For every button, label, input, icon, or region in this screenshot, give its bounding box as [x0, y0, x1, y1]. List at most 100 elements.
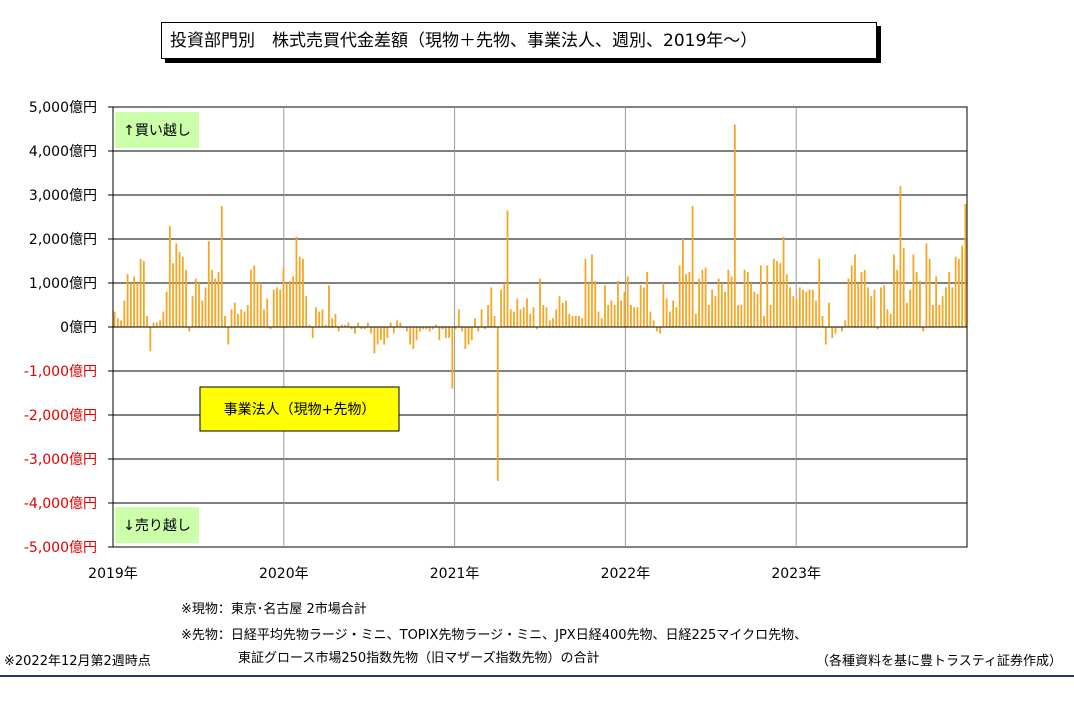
bar [389, 322, 392, 327]
bar [250, 269, 252, 327]
bar [269, 327, 272, 330]
bar [694, 313, 697, 327]
bar [493, 316, 496, 327]
bar [740, 305, 743, 327]
bar [948, 272, 951, 327]
bar [503, 283, 506, 327]
bar [688, 272, 691, 327]
bar [142, 261, 145, 327]
bar [698, 278, 701, 327]
bar [227, 327, 230, 345]
axis-layer: 5,000億円 4,000億円 3,000億円 2,000億円 1,000億円 0億円 -1… [24, 100, 967, 582]
bar [928, 258, 931, 327]
bar [841, 327, 843, 332]
bar [428, 327, 431, 332]
bar [506, 210, 509, 327]
bar [509, 309, 512, 327]
bar [831, 327, 834, 338]
bar [496, 327, 499, 481]
bar [123, 300, 126, 327]
x-tick-label: 2023年 [771, 566, 821, 582]
bar [646, 272, 649, 327]
bar [341, 324, 343, 327]
bar [230, 309, 233, 327]
bar [282, 267, 285, 327]
bar [217, 272, 220, 327]
bar [668, 311, 671, 327]
bar [136, 283, 139, 327]
bar [201, 300, 204, 327]
bar [925, 243, 928, 327]
bar [909, 289, 912, 327]
bar [883, 285, 886, 327]
bar [425, 327, 428, 330]
bar [516, 298, 519, 327]
bar [370, 327, 373, 334]
bar [519, 309, 522, 327]
x-tick-label: 2019年 [88, 566, 138, 582]
bar [441, 327, 444, 330]
bar [305, 296, 308, 327]
bar [367, 322, 369, 327]
bar [363, 327, 366, 330]
bar [302, 258, 304, 327]
bar [522, 307, 525, 327]
bar [253, 265, 256, 327]
bar [633, 307, 636, 327]
bar [152, 322, 155, 327]
bar [681, 239, 684, 327]
bar [181, 256, 184, 327]
bar [873, 289, 876, 327]
bar [233, 302, 236, 327]
bar [578, 316, 580, 327]
bar [467, 327, 470, 345]
bar [256, 283, 259, 327]
bar [490, 287, 493, 327]
bar [324, 324, 327, 327]
note-futures-2: 東証グロース市場250指数先物（旧マザーズ指数先物）の合計 [238, 651, 600, 666]
bar [120, 320, 123, 327]
bar [539, 278, 541, 327]
bar [756, 294, 759, 327]
bar [561, 302, 564, 327]
bar [477, 327, 480, 332]
bar [594, 280, 597, 327]
y-tick-label: 0億円 [60, 320, 97, 336]
bar [435, 324, 437, 327]
bar [357, 322, 360, 327]
bar [438, 327, 441, 341]
buy-label-box [115, 112, 199, 148]
bar [860, 272, 863, 327]
bar [834, 327, 837, 334]
series-label-box [199, 386, 400, 432]
bar [259, 283, 262, 327]
bar [906, 302, 908, 327]
bar [542, 305, 545, 327]
bar [672, 300, 675, 327]
bar [418, 327, 421, 332]
bar [912, 254, 915, 327]
bar [383, 327, 386, 345]
bar [733, 124, 736, 327]
bar [808, 289, 811, 327]
bar [922, 327, 925, 332]
bar [155, 322, 158, 327]
bar [279, 289, 282, 327]
bar [298, 256, 301, 327]
bar [457, 309, 460, 327]
buy-label-text: ↑買い越し [123, 123, 191, 139]
bar [454, 327, 457, 330]
bar [886, 309, 889, 327]
bar [932, 305, 934, 327]
bar [899, 186, 902, 327]
bar [844, 320, 847, 327]
bar [334, 313, 337, 327]
bar [620, 300, 623, 327]
bar [919, 280, 921, 327]
bar [350, 327, 353, 330]
y-tick-label: 4,000億円 [29, 144, 97, 160]
bar [961, 245, 964, 327]
bar [568, 313, 571, 327]
bar [444, 327, 447, 338]
bar [126, 274, 129, 327]
